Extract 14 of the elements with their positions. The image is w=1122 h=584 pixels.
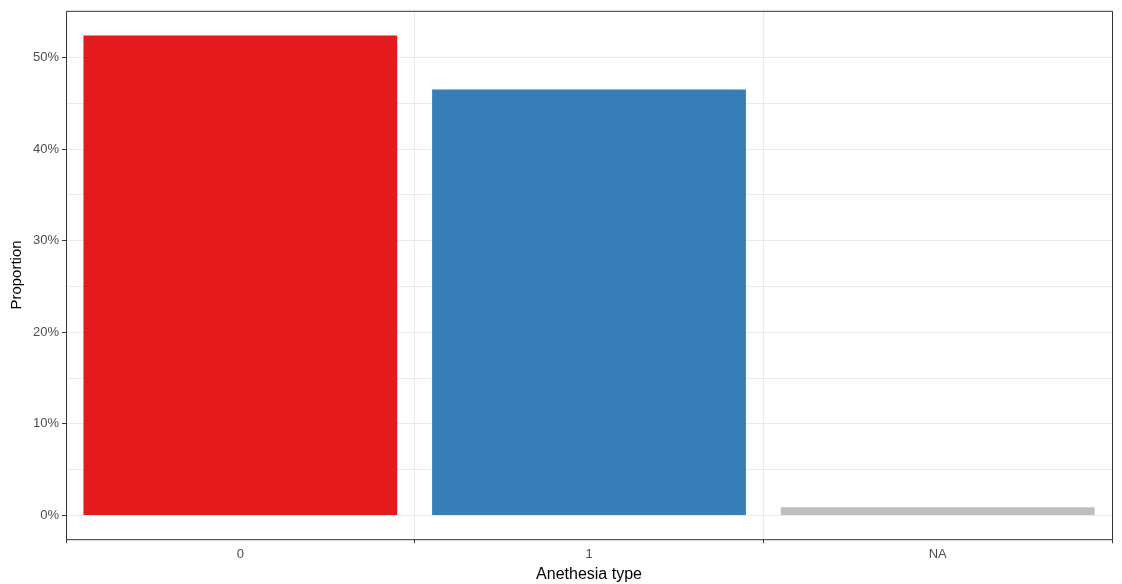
y-axis-title: Proportion (7, 240, 25, 310)
y-tick-label: 0% (40, 506, 60, 522)
x-axis-title: Anethesia type (536, 564, 643, 582)
bar (432, 89, 746, 515)
y-tick-label: 30% (32, 232, 60, 248)
y-tick-label: 50% (32, 49, 60, 65)
x-tick-label: 0 (236, 545, 244, 561)
y-tick-label: 40% (32, 140, 60, 156)
x-tick-label: 1 (585, 545, 593, 561)
bar (83, 35, 398, 515)
y-tick-label: 10% (32, 415, 60, 431)
x-tick-label: NA (928, 545, 948, 561)
y-tick-label: 20% (32, 323, 60, 339)
bar (780, 507, 1095, 515)
